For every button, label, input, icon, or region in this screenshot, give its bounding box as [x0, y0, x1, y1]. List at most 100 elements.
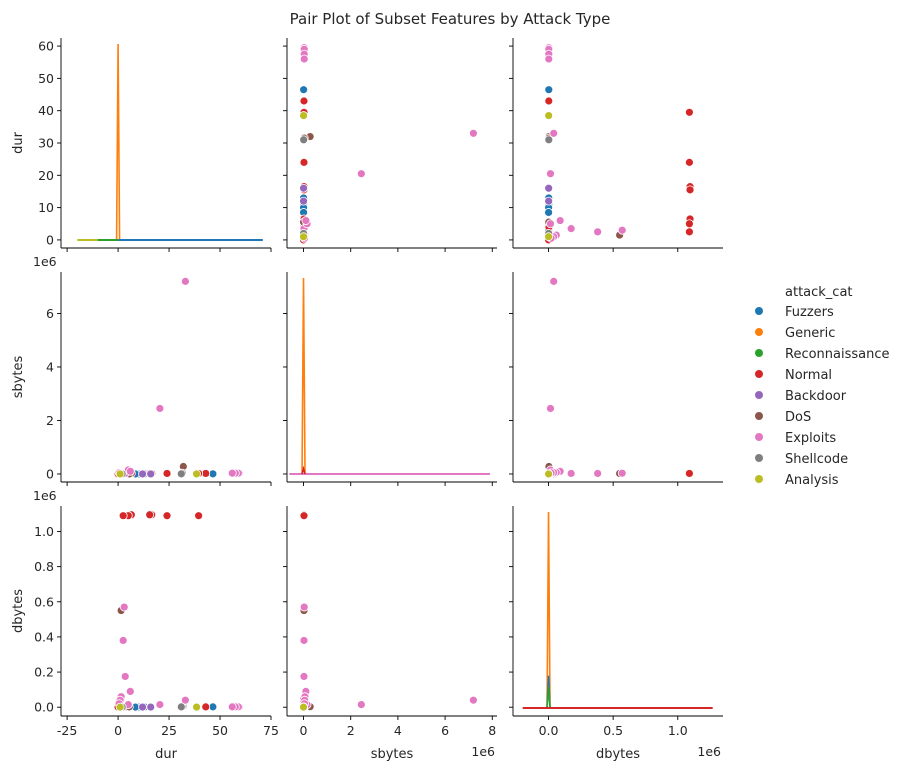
- y-axis-label-sbytes: sbytes: [11, 355, 26, 398]
- y-tick-label: 0: [46, 466, 54, 481]
- legend-label-fuzzers: Fuzzers: [785, 305, 834, 320]
- legend: attack_cat Fuzzers Generic Reconnaissance N…: [755, 285, 890, 488]
- point-exploits: [301, 216, 311, 225]
- legend-title: attack_cat: [785, 285, 853, 300]
- point-shellcode: [299, 135, 309, 145]
- panel-dur-vs-dur: 0 10 20 30 40 50 60 dur: [11, 38, 272, 252]
- point-shellcode: [544, 135, 554, 145]
- panel-dur-vs-sbytes: [283, 38, 497, 252]
- point-backdoor: [146, 469, 156, 479]
- point-normal: [685, 185, 695, 195]
- point-exploits: [549, 128, 559, 138]
- legend-marker-exploits: [755, 433, 763, 441]
- point-fuzzers: [544, 208, 554, 217]
- point-shellcode: [176, 702, 186, 712]
- x-offset-label: 1e6: [697, 744, 721, 759]
- x-tick-label: 8: [488, 723, 496, 738]
- legend-label-exploits: Exploits: [785, 431, 836, 446]
- point-backdoor: [299, 196, 308, 206]
- point-exploits: [593, 227, 603, 237]
- panel-sbytes-vs-dbytes: [509, 272, 723, 486]
- point-exploits: [566, 224, 576, 234]
- legend-marker-reconnaissance: [755, 349, 763, 357]
- point-analysis: [115, 469, 125, 479]
- point-exploits: [299, 636, 309, 645]
- density-spike-generic: [301, 277, 306, 475]
- x-axis-label-dur: dur: [155, 747, 177, 762]
- point-fuzzers: [544, 85, 554, 95]
- legend-marker-shellcode: [755, 454, 763, 462]
- point-fuzzers: [299, 85, 309, 95]
- panel-dbytes-vs-dur: 0.0 0.2 0.4 0.6 0.8 1.0 -25 0 25 50 75 dbytes 1e6 dur: [11, 488, 279, 762]
- pair-plot-grid: 0102030405060dur0246sbytes1e60.00.20.40.…: [11, 38, 723, 762]
- density-spike-generic: [115, 43, 121, 241]
- x-tick-label: 4: [394, 723, 402, 738]
- point-backdoor: [544, 196, 554, 206]
- point-backdoor: [299, 183, 308, 193]
- point-normal: [685, 107, 694, 117]
- y-tick-label: 0.8: [34, 559, 54, 574]
- point-exploits: [469, 695, 478, 705]
- legend-label-normal: Normal: [785, 368, 832, 383]
- point-normal: [194, 511, 204, 521]
- point-exploits: [118, 636, 128, 645]
- point-normal: [299, 511, 309, 521]
- legend-label-analysis: Analysis: [785, 473, 839, 488]
- panel-sbytes-vs-sbytes: [283, 272, 497, 486]
- point-normal: [299, 96, 309, 106]
- point-exploits: [299, 54, 309, 64]
- legend-label-shellcode: Shellcode: [785, 452, 848, 467]
- point-exploits: [617, 468, 627, 478]
- y-tick-label: 4: [46, 359, 54, 374]
- point-exploits: [299, 672, 309, 681]
- y-tick-label: 6: [46, 306, 54, 321]
- point-exploits: [227, 468, 237, 478]
- point-exploits: [180, 276, 190, 286]
- density-spike-generic: [546, 511, 551, 709]
- legend-marker-backdoor: [755, 391, 763, 399]
- density-spike-reconnaissance: [546, 686, 551, 709]
- point-exploits: [125, 466, 135, 476]
- y-tick-label: 0.6: [34, 594, 54, 609]
- point-normal: [685, 157, 694, 167]
- point-exploits: [125, 686, 135, 696]
- legend-marker-analysis: [755, 475, 763, 483]
- legend-entries: Fuzzers Generic Reconnaissance Normal Backdo…: [755, 305, 890, 488]
- point-normal: [162, 469, 172, 478]
- point-analysis: [192, 469, 201, 479]
- panel-dbytes-vs-dbytes: 0.0 0.5 1.0 dbytes 1e6: [509, 506, 723, 762]
- point-exploits: [180, 695, 190, 705]
- x-tick-label: 0.5: [603, 723, 623, 738]
- point-exploits: [546, 169, 555, 179]
- point-analysis: [544, 469, 554, 479]
- x-tick-label: 2: [347, 723, 355, 738]
- point-analysis: [544, 232, 554, 242]
- point-exploits: [356, 169, 366, 179]
- y-axis-label-dur: dur: [11, 131, 26, 153]
- point-backdoor: [138, 702, 147, 712]
- legend-marker-dos: [755, 412, 763, 420]
- legend-marker-generic: [755, 328, 763, 336]
- y-offset-label: 1e6: [33, 254, 57, 269]
- x-axis-label-dbytes: dbytes: [596, 747, 640, 762]
- y-axis-label-dbytes: dbytes: [11, 589, 26, 633]
- point-normal: [299, 157, 309, 167]
- point-normal: [685, 227, 694, 237]
- legend-label-dos: DoS: [785, 410, 811, 425]
- point-exploits: [469, 128, 478, 138]
- x-axis-label-sbytes: sbytes: [371, 747, 414, 762]
- x-tick-label: 6: [441, 723, 449, 738]
- point-exploits: [119, 602, 129, 612]
- y-tick-label: 0.4: [34, 629, 54, 644]
- legend-label-generic: Generic: [785, 326, 835, 341]
- point-exploits: [549, 276, 559, 286]
- point-analysis: [115, 702, 125, 712]
- x-tick-label: 0.0: [539, 723, 559, 738]
- y-tick-label: 2: [46, 413, 54, 428]
- point-exploits: [155, 700, 165, 709]
- y-tick-label: 0.0: [34, 700, 54, 715]
- y-tick-label: 1.0: [34, 524, 54, 539]
- chart-title: Pair Plot of Subset Features by Attack T…: [290, 10, 611, 28]
- density-spike-normal: [301, 465, 306, 475]
